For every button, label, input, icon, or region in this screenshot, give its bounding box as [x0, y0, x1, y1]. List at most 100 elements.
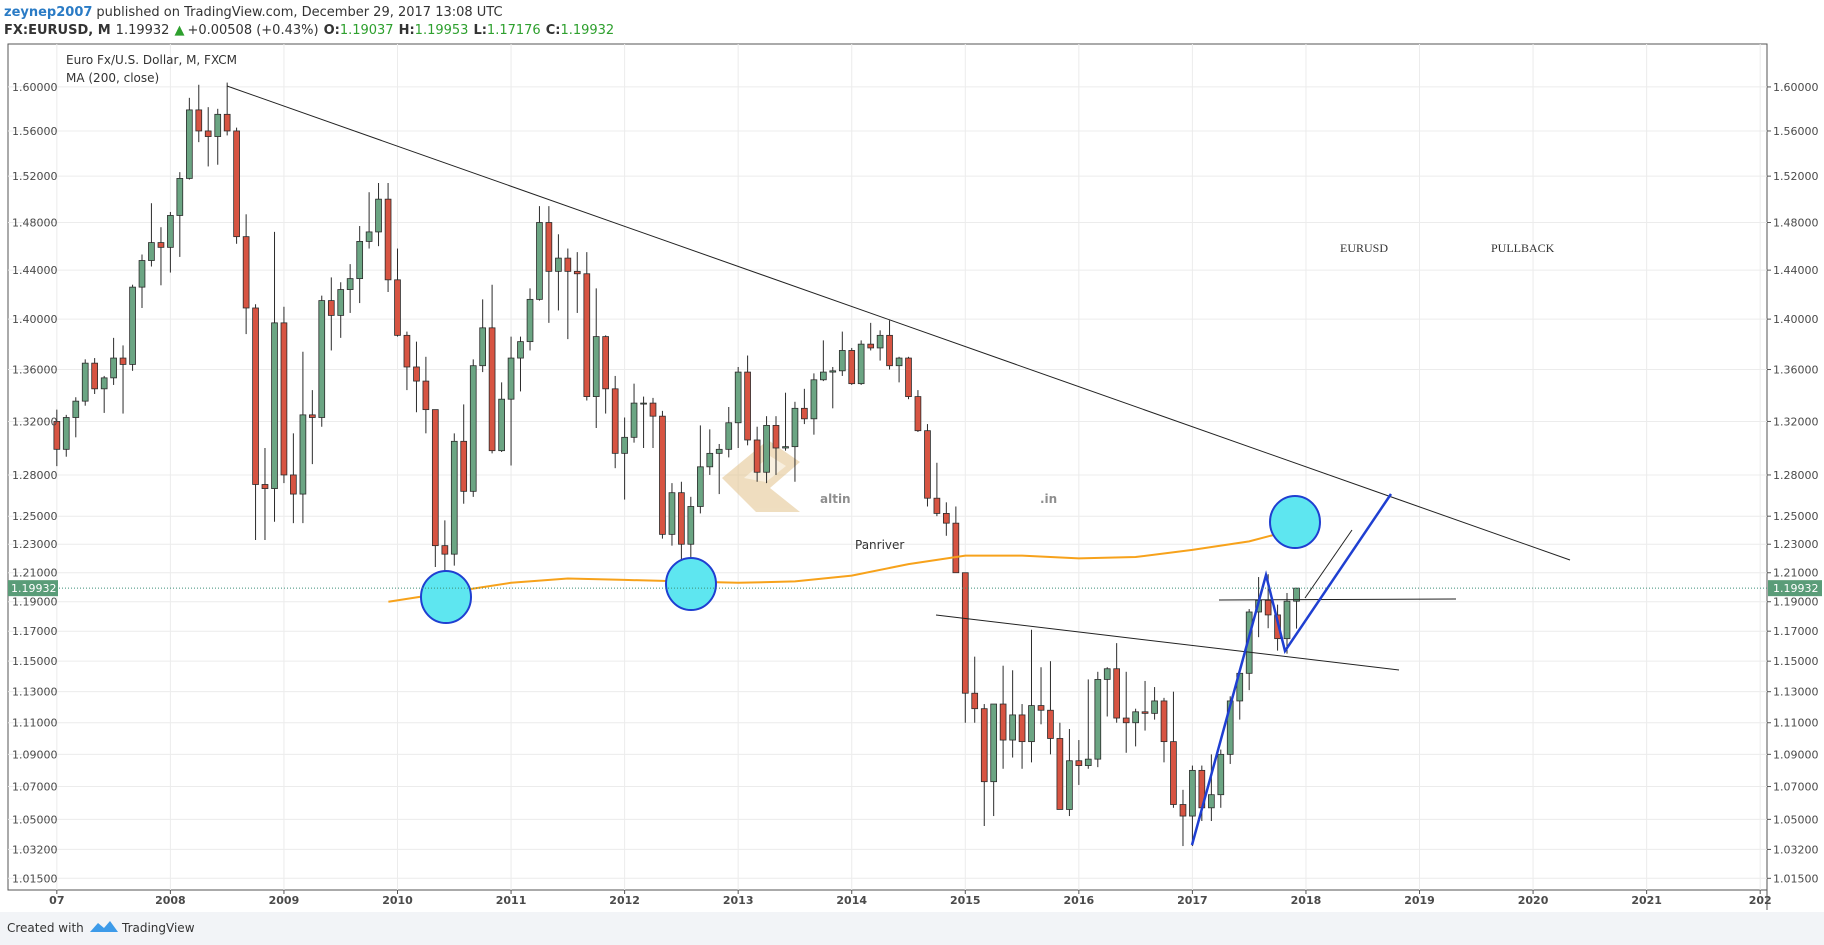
candle-body	[536, 222, 543, 300]
c-label: C:	[546, 23, 561, 38]
candle-body	[469, 365, 477, 492]
chart-title: Euro Fx/U.S. Dollar, M, FXCM	[66, 53, 237, 67]
y-tick-label: 1.03200	[12, 843, 58, 856]
candle-body	[53, 421, 61, 450]
candle-body	[233, 130, 240, 238]
x-tick-label: 2013	[723, 894, 754, 907]
candle-body	[1264, 599, 1272, 616]
x-tick-label: 2014	[836, 894, 867, 907]
candle-body	[914, 396, 922, 432]
footer	[0, 912, 1824, 945]
y-tick-label: 1.23000	[12, 538, 58, 551]
candle-body	[1037, 705, 1045, 711]
l-label: L:	[473, 23, 486, 38]
author[interactable]: zeynep2007	[4, 5, 92, 20]
candle-body	[1084, 758, 1092, 766]
x-tick-label: 202	[1749, 894, 1772, 907]
y-tick-label: 1.05000	[1773, 813, 1819, 826]
x-tick-label: 2008	[155, 894, 186, 907]
y-tick-label: 1.21000	[12, 567, 58, 580]
candle-body	[1103, 668, 1111, 680]
candle-body	[365, 231, 373, 242]
candle-body	[697, 466, 704, 507]
o-label: O:	[324, 23, 340, 38]
h-label: H:	[399, 23, 415, 38]
symbol: FX:EURUSD, M	[4, 23, 111, 38]
y-tick-label: 1.28000	[12, 469, 58, 482]
y-tick-label: 1.19000	[1773, 596, 1819, 609]
candle-body	[299, 414, 307, 495]
drawings	[226, 85, 1571, 846]
footer-text: Created with	[7, 921, 84, 935]
candle-body	[630, 402, 638, 438]
candle-body	[318, 300, 326, 418]
candle-body	[1179, 804, 1187, 817]
candle-body	[820, 371, 827, 381]
watermark-domain: .in	[1040, 492, 1057, 506]
candle-body	[1208, 794, 1215, 809]
candle-body	[62, 417, 70, 450]
y-tick-label: 1.25000	[12, 510, 58, 523]
last-price-label: 1.19932	[11, 582, 57, 595]
candle-body	[100, 377, 108, 390]
header-line-1: zeynep2007 published on TradingView.com, …	[4, 5, 503, 20]
y-tick-label: 1.40000	[12, 313, 58, 326]
candle-body	[413, 366, 420, 382]
x-tick-label: 2012	[609, 894, 640, 907]
candle-body	[129, 286, 136, 365]
candle-body	[715, 448, 723, 454]
candle-body	[157, 242, 165, 248]
candle-body	[223, 113, 231, 132]
candle-body	[564, 257, 572, 272]
candle-body	[72, 400, 80, 418]
footer-brand[interactable]: TradingView	[121, 921, 195, 935]
candle-body	[734, 371, 742, 424]
candle-body	[450, 440, 458, 555]
candle-body	[763, 424, 770, 473]
candle-body	[261, 484, 269, 489]
candle-body	[384, 198, 392, 281]
y-tick-label: 1.32000	[12, 415, 58, 428]
y-tick-label: 1.36000	[1773, 364, 1819, 377]
y-tick-label: 1.21000	[1773, 567, 1819, 580]
candle-body	[375, 198, 382, 233]
candle-body	[772, 424, 780, 449]
y-tick-label: 1.25000	[1773, 510, 1819, 523]
y-tick-label: 1.05000	[12, 813, 58, 826]
candle-body	[999, 703, 1007, 741]
candle-body	[167, 215, 174, 248]
candle-body	[488, 327, 496, 452]
candle-body	[242, 236, 250, 309]
candle-body	[1075, 760, 1083, 766]
y-tick-label: 1.40000	[1773, 313, 1819, 326]
annotation: PULLBACK	[1491, 241, 1555, 255]
candle-body	[1113, 668, 1120, 719]
candle-body	[725, 422, 733, 450]
candle-body	[801, 407, 808, 420]
last-price-box	[8, 580, 58, 597]
candle-body	[971, 692, 979, 710]
header-line-2: FX:EURUSD, M 1.19932 ▲ +0.00508 (+0.43%) O:1…	[4, 23, 614, 38]
candle-body	[517, 341, 524, 359]
candle-body	[91, 362, 98, 390]
candle-body	[290, 474, 297, 495]
candle-body	[271, 322, 278, 489]
candle-body	[687, 506, 695, 545]
candle-body	[81, 362, 89, 402]
candle-body	[479, 327, 487, 367]
candle-body	[1028, 705, 1035, 743]
candle-body	[942, 513, 950, 524]
candle-body	[876, 334, 884, 349]
x-tick-label: 2019	[1404, 894, 1435, 907]
y-tick-label: 1.09000	[12, 748, 58, 761]
candle-body	[1160, 700, 1168, 743]
candle-body	[176, 178, 184, 216]
last-price-label: 1.19932	[1773, 582, 1819, 595]
candle-body	[1122, 717, 1130, 724]
series	[53, 82, 1300, 847]
l-value: 1.17176	[487, 23, 541, 38]
candle-body	[791, 407, 799, 448]
x-tick-label: 2009	[269, 894, 300, 907]
candle-body	[611, 388, 619, 454]
